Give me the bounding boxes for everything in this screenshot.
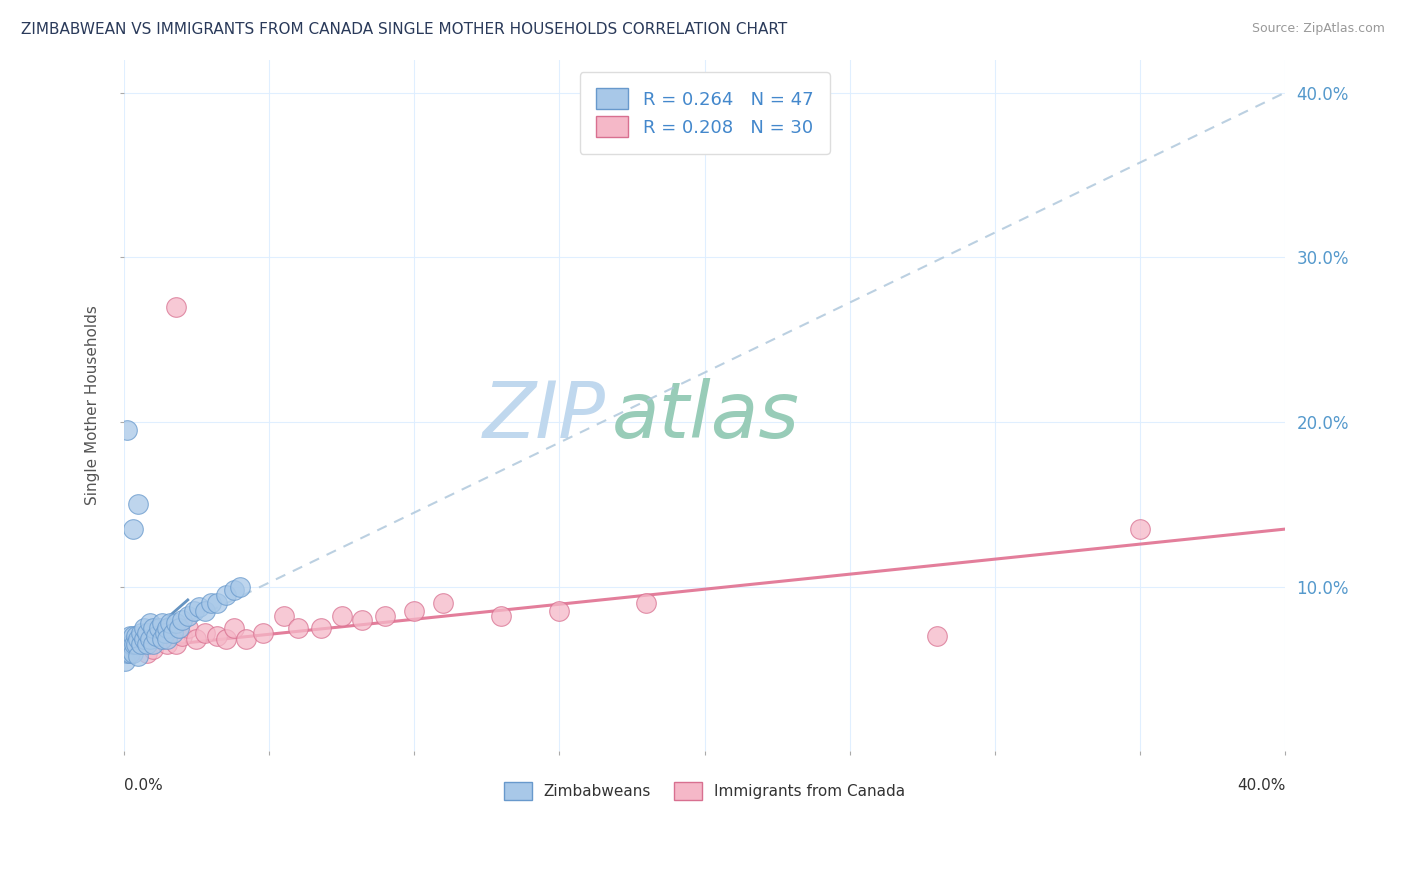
- Point: [330, 609, 353, 624]
- Point: [115, 423, 138, 437]
- Point: [224, 621, 246, 635]
- Y-axis label: Single Mother Households: Single Mother Households: [86, 306, 100, 506]
- Point: [214, 632, 236, 647]
- Point: [170, 629, 193, 643]
- Point: [148, 621, 170, 635]
- Point: [136, 625, 159, 640]
- Point: [229, 580, 252, 594]
- Point: [205, 629, 228, 643]
- Point: [127, 648, 149, 663]
- Point: [177, 621, 200, 635]
- Point: [150, 632, 173, 647]
- Point: [186, 632, 208, 647]
- Point: [121, 629, 143, 643]
- Point: [1129, 522, 1152, 536]
- Point: [194, 604, 217, 618]
- Text: Source: ZipAtlas.com: Source: ZipAtlas.com: [1251, 22, 1385, 36]
- Point: [167, 621, 190, 635]
- Point: [235, 632, 257, 647]
- Point: [142, 637, 165, 651]
- Text: 40.0%: 40.0%: [1237, 778, 1285, 792]
- Point: [124, 629, 146, 643]
- Point: [183, 604, 205, 618]
- Point: [374, 609, 396, 624]
- Point: [139, 632, 162, 647]
- Point: [150, 615, 173, 630]
- Point: [127, 637, 149, 651]
- Text: ZIMBABWEAN VS IMMIGRANTS FROM CANADA SINGLE MOTHER HOUSEHOLDS CORRELATION CHART: ZIMBABWEAN VS IMMIGRANTS FROM CANADA SIN…: [21, 22, 787, 37]
- Point: [165, 615, 187, 630]
- Point: [121, 646, 143, 660]
- Point: [350, 613, 373, 627]
- Point: [252, 625, 274, 640]
- Point: [142, 642, 165, 657]
- Point: [115, 646, 138, 660]
- Text: 0.0%: 0.0%: [124, 778, 163, 792]
- Point: [404, 604, 426, 618]
- Point: [214, 588, 236, 602]
- Legend: Zimbabweans, Immigrants from Canada: Zimbabweans, Immigrants from Canada: [498, 776, 911, 806]
- Point: [170, 613, 193, 627]
- Point: [122, 637, 145, 651]
- Point: [194, 625, 217, 640]
- Point: [156, 632, 179, 647]
- Point: [165, 637, 187, 651]
- Point: [131, 625, 153, 640]
- Point: [636, 596, 658, 610]
- Point: [177, 609, 200, 624]
- Point: [139, 615, 162, 630]
- Point: [491, 609, 513, 624]
- Point: [162, 625, 184, 640]
- Point: [131, 637, 153, 651]
- Point: [118, 629, 141, 643]
- Point: [118, 646, 141, 660]
- Point: [188, 599, 211, 614]
- Point: [134, 621, 156, 635]
- Point: [548, 604, 571, 618]
- Point: [311, 621, 333, 635]
- Point: [273, 609, 295, 624]
- Point: [150, 632, 173, 647]
- Point: [156, 621, 179, 635]
- Point: [117, 637, 139, 651]
- Point: [118, 646, 141, 660]
- Point: [200, 596, 222, 610]
- Point: [205, 596, 228, 610]
- Point: [287, 621, 309, 635]
- Point: [120, 637, 142, 651]
- Point: [432, 596, 454, 610]
- Point: [156, 637, 179, 651]
- Text: atlas: atlas: [612, 378, 800, 454]
- Point: [136, 637, 159, 651]
- Point: [134, 632, 156, 647]
- Point: [145, 629, 167, 643]
- Point: [136, 646, 159, 660]
- Point: [114, 654, 136, 668]
- Point: [165, 300, 187, 314]
- Point: [224, 582, 246, 597]
- Point: [153, 625, 176, 640]
- Point: [159, 615, 181, 630]
- Point: [121, 522, 143, 536]
- Point: [127, 497, 149, 511]
- Point: [127, 632, 149, 647]
- Point: [925, 629, 948, 643]
- Point: [142, 621, 165, 635]
- Text: ZIP: ZIP: [482, 378, 606, 454]
- Point: [124, 637, 146, 651]
